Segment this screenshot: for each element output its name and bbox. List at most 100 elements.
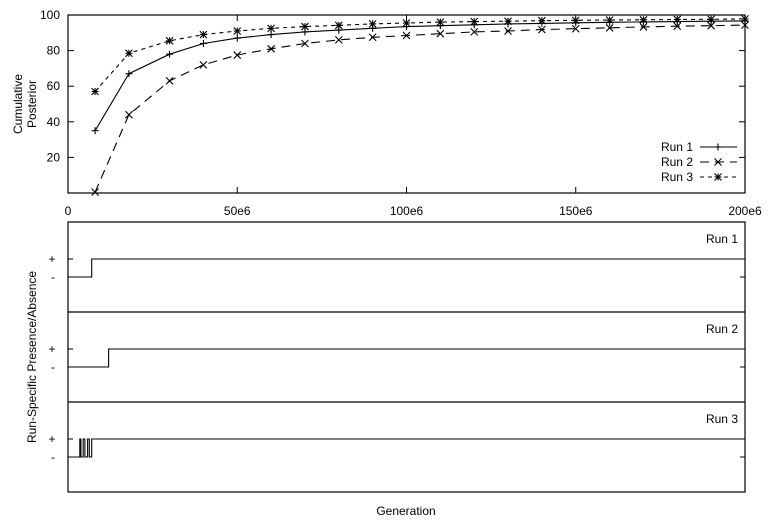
absent-tick-label: - [51, 270, 55, 284]
y-tick-label: 40 [47, 115, 61, 129]
marker-stroke [199, 30, 208, 39]
marker-stroke [470, 28, 479, 36]
marker-stroke [125, 49, 133, 58]
legend-marker [714, 143, 722, 151]
data-point-run-3 [125, 49, 133, 58]
data-point-run-2 [741, 21, 749, 30]
data-point-run-3 [639, 15, 648, 24]
data-point-run-3 [504, 17, 512, 26]
data-point-run-2 [470, 28, 479, 36]
marker-stroke [504, 27, 512, 35]
x-tick-label: 50e6 [224, 204, 251, 218]
y-tick-label: 60 [47, 79, 61, 93]
data-point-run-3 [538, 16, 546, 25]
data-point-run-2 [571, 24, 580, 33]
data-point-run-3 [605, 16, 614, 24]
marker-stroke [741, 15, 749, 23]
presence-absence-chart: Run 1 + - Run 2 + - Run 3 + - Run-Specific Prese… [25, 221, 746, 518]
marker-stroke [402, 19, 411, 27]
marker-stroke [165, 76, 174, 85]
x-tick-label: 200e6 [728, 204, 762, 218]
marker-stroke [368, 33, 377, 42]
marker-stroke [233, 27, 242, 35]
marker-stroke [165, 36, 174, 45]
legend-label: Run 2 [661, 155, 693, 169]
marker-stroke [714, 158, 722, 166]
marker-stroke [125, 110, 133, 119]
top-series-group [91, 15, 749, 196]
marker-stroke [470, 17, 479, 26]
data-point-run-1 [233, 34, 241, 42]
marker-stroke [334, 36, 343, 44]
marker-stroke [199, 60, 208, 69]
data-point-run-3 [368, 20, 377, 28]
data-point-run-3 [267, 24, 275, 33]
marker-stroke [368, 20, 377, 28]
absent-tick-label: - [51, 360, 55, 374]
series-line-run-3 [94, 18, 746, 92]
data-point-run-3 [402, 19, 411, 27]
data-point-run-2 [605, 23, 614, 32]
absent-tick-label: - [51, 450, 55, 464]
data-point-run-2 [538, 25, 546, 34]
marker-stroke [504, 17, 512, 26]
marker-stroke [402, 31, 411, 40]
marker-stroke [741, 21, 749, 30]
panel-label: Run 3 [706, 412, 738, 426]
data-point-run-2 [368, 33, 377, 42]
marker-stroke [538, 25, 546, 34]
legend-label: Run 1 [661, 140, 693, 154]
data-point-run-2 [199, 60, 208, 69]
legend-marker [714, 158, 722, 166]
data-point-run-2 [639, 23, 648, 31]
present-tick-label: + [48, 342, 55, 356]
bottom-xlabel: Generation [376, 504, 435, 518]
data-point-run-2 [504, 27, 512, 35]
cumulative-posterior-chart: 20 40 60 80 100 0 50e6 100e6 150e6 200e6 Cumulat… [11, 8, 762, 218]
x-tick-label: 150e6 [559, 204, 593, 218]
legend-label: Run 3 [661, 170, 693, 184]
data-point-run-3 [91, 87, 99, 96]
data-point-run-2 [165, 76, 174, 85]
presence-trace-run-1 [68, 258, 745, 278]
data-point-run-3 [199, 30, 208, 39]
legend-marker [714, 173, 722, 181]
marker-stroke [301, 22, 309, 31]
marker-stroke [605, 16, 614, 24]
data-point-run-3 [470, 17, 479, 26]
marker-stroke [714, 173, 722, 181]
marker-stroke [673, 22, 682, 31]
data-point-run-2 [402, 31, 411, 40]
series-line-run-1 [94, 20, 746, 131]
marker-stroke [91, 87, 99, 96]
data-point-run-2 [267, 44, 275, 53]
series-line-run-2 [94, 24, 746, 193]
top-ylabel-line-1: Cumulative [11, 74, 25, 134]
marker-stroke [673, 15, 682, 24]
marker-stroke [605, 23, 614, 32]
top-y-axis: 20 40 60 80 100 [40, 8, 745, 164]
data-point-run-1 [125, 70, 133, 78]
data-point-run-3 [334, 21, 343, 30]
presence-trace-run-3 [68, 438, 745, 458]
panel-label: Run 2 [706, 322, 738, 336]
x-tick-label: 100e6 [390, 204, 424, 218]
bottom-ylabel: Run-Specific Presence/Absence [25, 271, 39, 443]
marker-stroke [639, 15, 648, 24]
data-point-run-1 [91, 127, 99, 135]
y-tick-label: 20 [47, 150, 61, 164]
x-tick-label: 0 [65, 204, 72, 218]
run-panels: Run 1 + - Run 2 + - Run 3 + - [48, 232, 745, 464]
marker-stroke [436, 18, 445, 27]
data-point-run-2 [334, 36, 343, 44]
y-tick-label: 100 [40, 8, 60, 22]
marker-stroke [436, 29, 445, 38]
data-point-run-1 [267, 31, 275, 39]
marker-stroke [639, 23, 648, 31]
marker-stroke [91, 188, 99, 196]
marker-stroke [707, 15, 716, 24]
data-point-run-2 [125, 110, 133, 119]
marker-stroke [571, 24, 580, 33]
data-point-run-2 [707, 21, 716, 30]
